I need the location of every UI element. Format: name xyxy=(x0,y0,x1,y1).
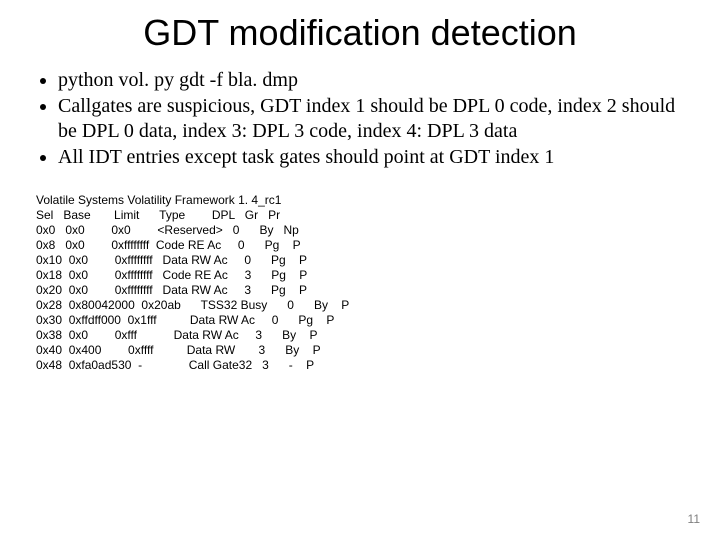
list-item: Callgates are suspicious, GDT index 1 sh… xyxy=(58,94,684,143)
table-row: 0x40 0x400 0xffff Data RW 3 By P xyxy=(36,343,321,357)
table-row: 0x18 0x0 0xffffffff Code RE Ac 3 Pg P xyxy=(36,268,307,282)
table-row: 0x20 0x0 0xffffffff Data RW Ac 3 Pg P xyxy=(36,283,307,297)
table-row: 0x28 0x80042000 0x20ab TSS32 Busy 0 By P xyxy=(36,298,349,312)
list-item: python vol. py gdt -f bla. dmp xyxy=(58,68,684,92)
table-row: 0x0 0x0 0x0 <Reserved> 0 By Np xyxy=(36,223,299,237)
bullet-list: python vol. py gdt -f bla. dmp Callgates… xyxy=(36,68,684,170)
page-title: GDT modification detection xyxy=(36,12,684,54)
list-item: All IDT entries except task gates should… xyxy=(58,145,684,169)
page-number: 11 xyxy=(688,512,700,526)
terminal-output: Volatile Systems Volatility Framework 1.… xyxy=(36,178,684,373)
table-row: 0x8 0x0 0xffffffff Code RE Ac 0 Pg P xyxy=(36,238,301,252)
terminal-header: Volatile Systems Volatility Framework 1.… xyxy=(36,193,281,207)
table-row: 0x10 0x0 0xffffffff Data RW Ac 0 Pg P xyxy=(36,253,307,267)
table-row: 0x30 0xffdff000 0x1fff Data RW Ac 0 Pg P xyxy=(36,313,334,327)
table-row: 0x48 0xfa0ad530 - Call Gate32 3 - P xyxy=(36,358,314,372)
terminal-columns: Sel Base Limit Type DPL Gr Pr xyxy=(36,208,280,222)
table-row: 0x38 0x0 0xfff Data RW Ac 3 By P xyxy=(36,328,317,342)
slide: GDT modification detection python vol. p… xyxy=(0,0,720,540)
